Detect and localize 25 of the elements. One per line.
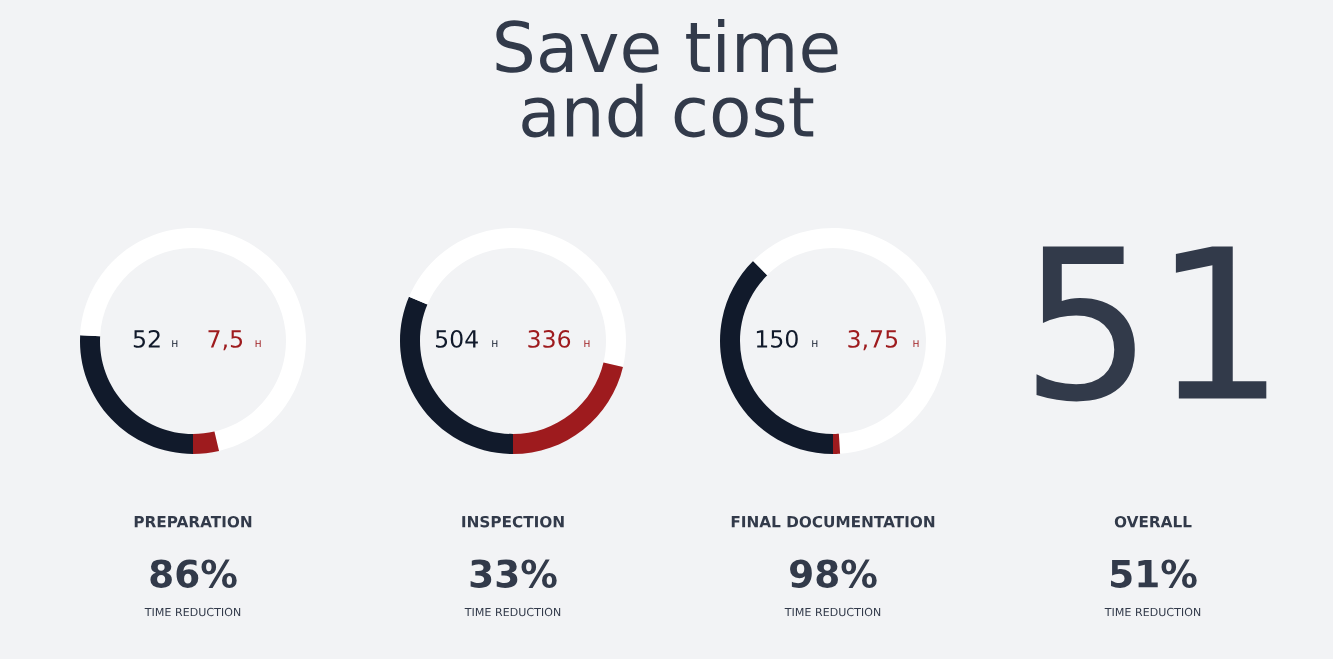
text: TIME REDUCTION <box>1104 607 1201 617</box>
text: 150 H <box>756 329 818 348</box>
donut-slice <box>720 261 833 454</box>
text: 51 <box>1036 246 1267 402</box>
text: 504 H <box>435 329 498 348</box>
text: FINAL DOCUMENTATION <box>731 515 935 528</box>
text: TIME REDUCTION <box>464 607 561 617</box>
donut-slice <box>513 362 623 454</box>
donut-slice <box>400 296 513 454</box>
text: 86% <box>150 559 237 588</box>
text: PREPARATION <box>134 515 252 528</box>
text: INSPECTION <box>462 515 564 528</box>
text: Save time and cost <box>496 19 838 138</box>
text: 336 H <box>528 329 590 348</box>
text: 7,5 H <box>208 330 261 351</box>
text: OVERALL <box>1114 515 1192 528</box>
text: 98% <box>790 559 877 588</box>
text: 3,75 H <box>848 329 919 351</box>
text: TIME REDUCTION <box>144 607 241 617</box>
text: 51% <box>1111 559 1197 588</box>
donut-slice <box>833 433 841 454</box>
text: 33% <box>470 559 557 588</box>
text: TIME REDUCTION <box>784 607 881 617</box>
text: 52 H <box>133 329 178 348</box>
donut-slice <box>193 431 220 454</box>
